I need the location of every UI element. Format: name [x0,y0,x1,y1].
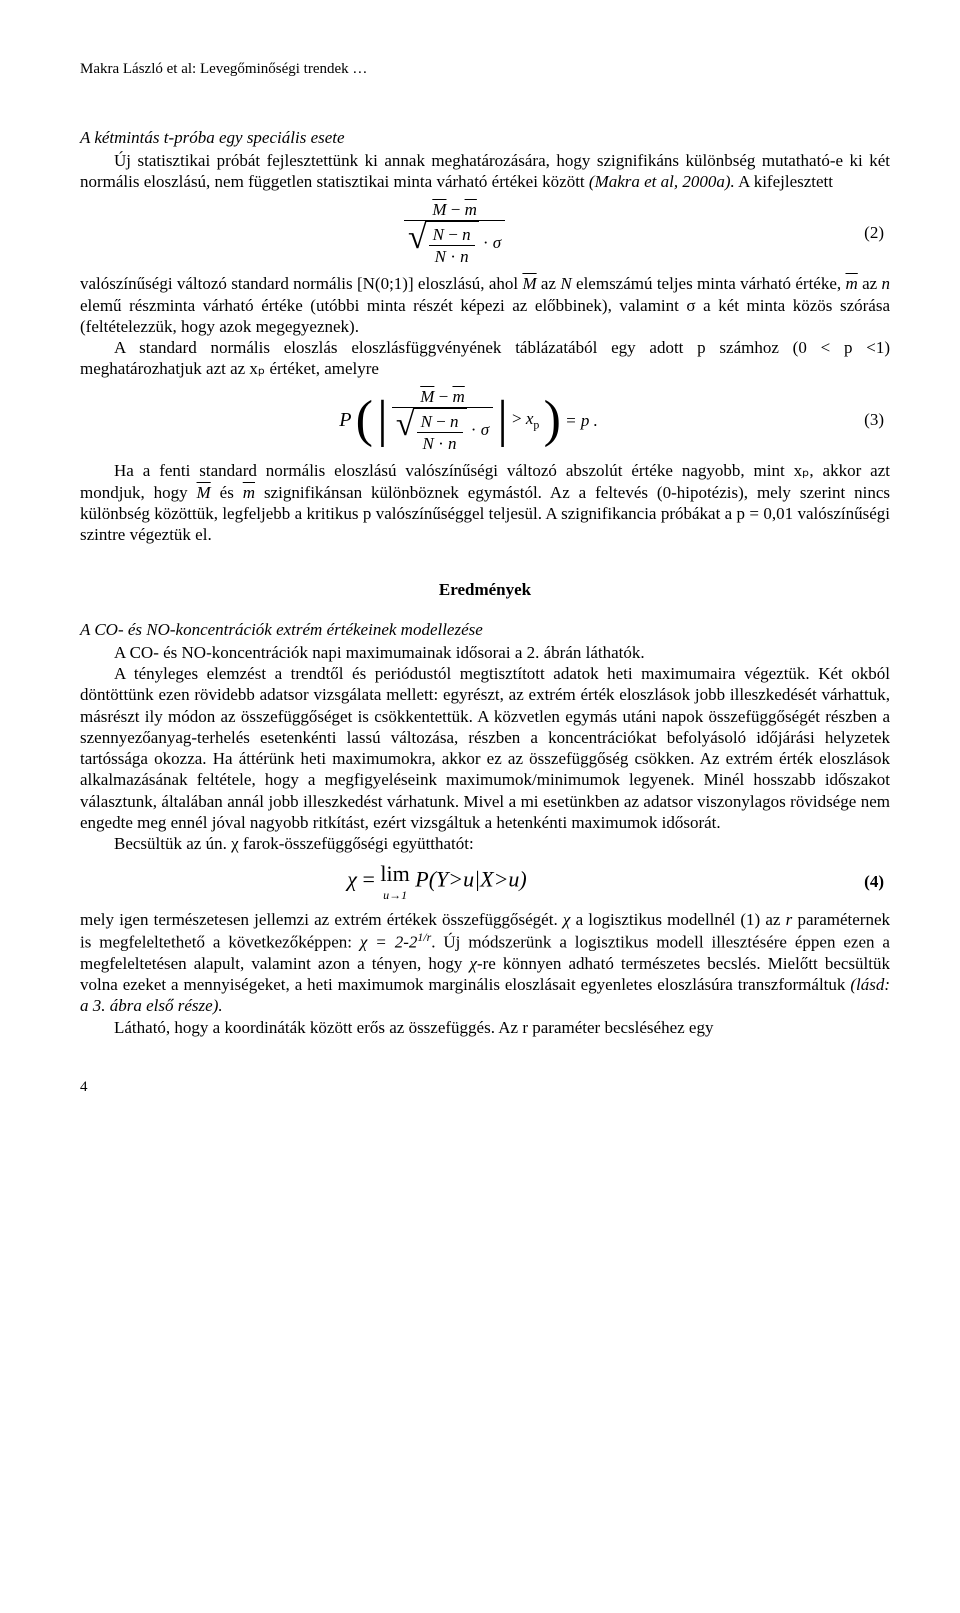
text: az [537,274,561,293]
running-head: Makra László et al: Levegőminőségi trend… [80,60,890,79]
equation-number: (3) [864,409,890,430]
sym-m: m [465,200,477,219]
equation-number: (4) [864,871,890,892]
sym-N: N [435,247,446,266]
text: az [858,274,882,293]
sym-n: n [450,412,459,431]
sym-n: n [462,225,471,244]
citation: (Makra et al, 2000a). [589,172,735,191]
text: a logisztikus modellnél (1) az [570,910,785,929]
equation-4: χ = lim u→1 P(Y>u|X>u) (4) [80,860,890,903]
chi-equation: χ = 2-2 [360,933,417,952]
text: valószínűségi változó standard normális … [80,274,522,293]
sym-chi: χ [469,954,476,973]
equation-3: P ( | M − m √ N − n N · n · σ | > xp [80,386,890,455]
text: elemszámú teljes minta várható értéke, [572,274,846,293]
page-number: 4 [80,1078,890,1097]
paragraph: Új statisztikai próbát fejlesztettünk ki… [80,150,890,193]
sym-m: m [452,387,464,406]
prob-expr: P(Y>u|X>u) [415,867,527,892]
paragraph: valószínűségi változó standard normális … [80,273,890,337]
sym-N: N [421,412,432,431]
equation-number: (2) [864,222,890,243]
lim-text: lim [380,860,409,888]
sym-n: n [460,247,469,266]
text: és [211,483,243,502]
text: elemű részminta várható értéke (utóbbi m… [80,296,890,336]
subsection-title-tproba: A kétmintás t-próba egy speciális esete [80,127,890,148]
sym-m: m [845,274,857,293]
sym-N: N [560,274,571,293]
text: A kifejlesztett [735,172,833,191]
lim-sub: u→1 [380,888,409,903]
sym-M: M [432,200,446,219]
subsection-title-extrem: A CO- és NO-koncentrációk extrém értékei… [80,619,890,640]
paragraph: A standard normális eloszlás eloszlásfüg… [80,337,890,380]
text: mely igen természetesen jellemzi az extr… [80,910,563,929]
sym-n: n [882,274,891,293]
paragraph: A CO- és NO-koncentrációk napi maximumai… [80,642,890,663]
sym-m: m [243,483,255,502]
paragraph: A tényleges elemzést a trendtől és perió… [80,663,890,833]
paragraph: Becsültük az ún. χ farok-összefüggőségi … [80,833,890,854]
paragraph: Látható, hogy a koordináták között erős … [80,1017,890,1038]
sym-N: N [433,225,444,244]
sym-n: n [448,434,457,453]
sym-p-sub: p [533,417,539,431]
sym-chi: χ [347,867,357,892]
paragraph: mely igen természetesen jellemzi az extr… [80,909,890,1017]
text: = p . [565,410,598,429]
sym-N: N [423,434,434,453]
exponent: 1/r [417,930,431,944]
sym-M: M [522,274,536,293]
sym-P: P [339,408,351,430]
section-heading-results: Eredmények [80,579,890,600]
sym-M: M [197,483,211,502]
sym-M: M [420,387,434,406]
sym-sigma: σ [481,420,489,439]
equation-2: M − m √ N − n N · n · σ (2) [80,199,890,268]
sym-sigma: σ [493,233,501,252]
paragraph: Ha a fenti standard normális eloszlású v… [80,460,890,545]
